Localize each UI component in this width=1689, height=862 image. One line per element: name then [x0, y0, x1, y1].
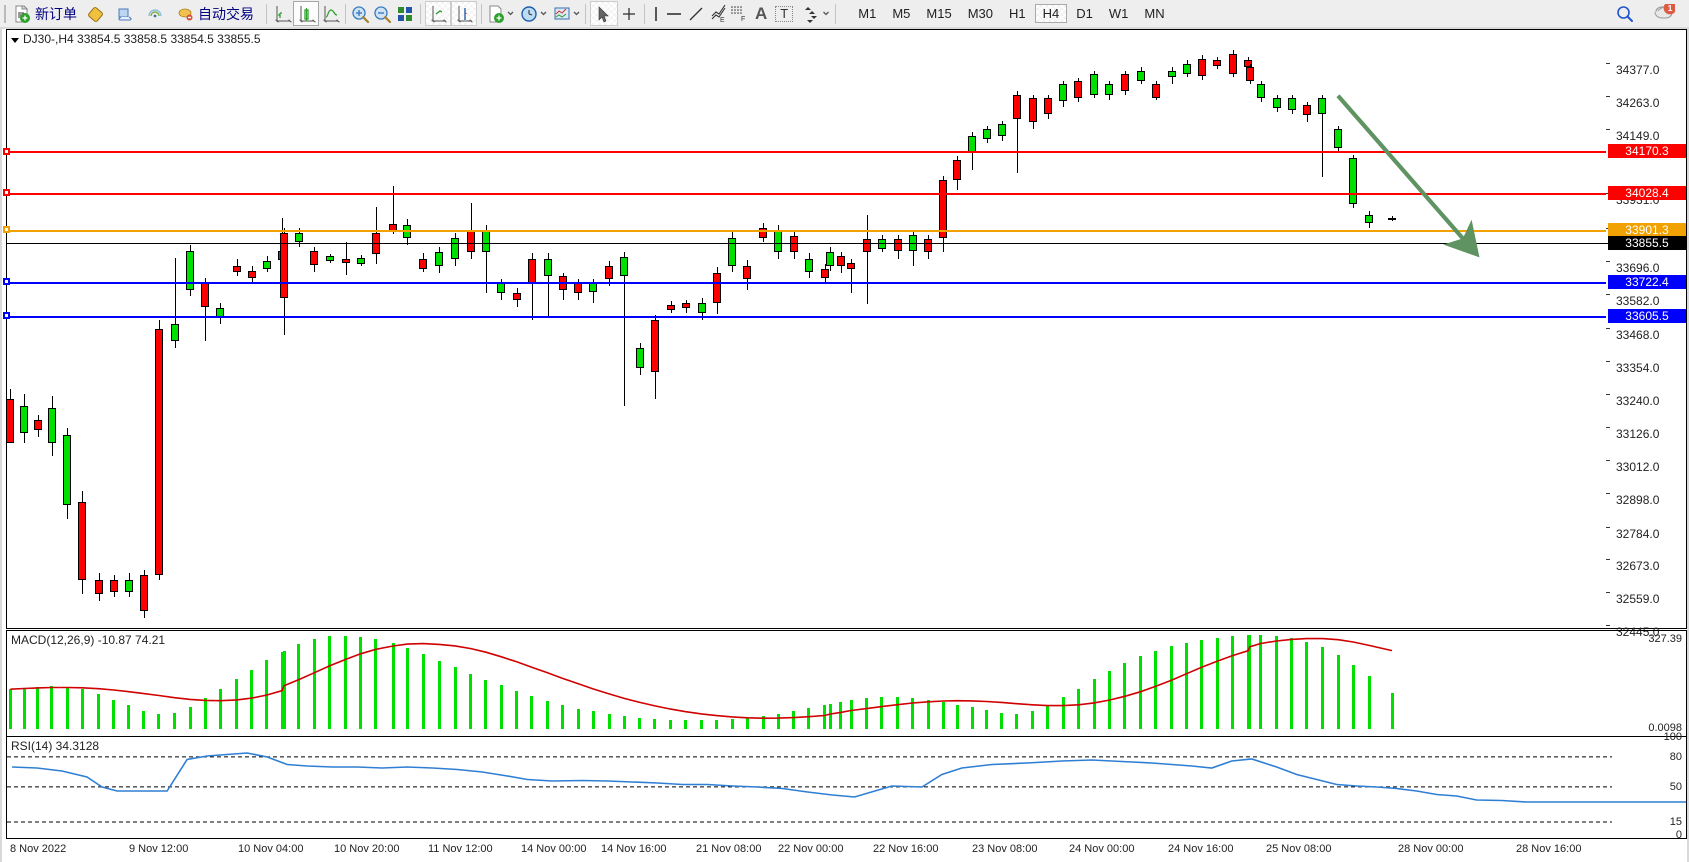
- svg-text:E: E: [720, 17, 725, 24]
- svg-text:F: F: [741, 16, 745, 23]
- svg-text:1: 1: [1668, 4, 1673, 13]
